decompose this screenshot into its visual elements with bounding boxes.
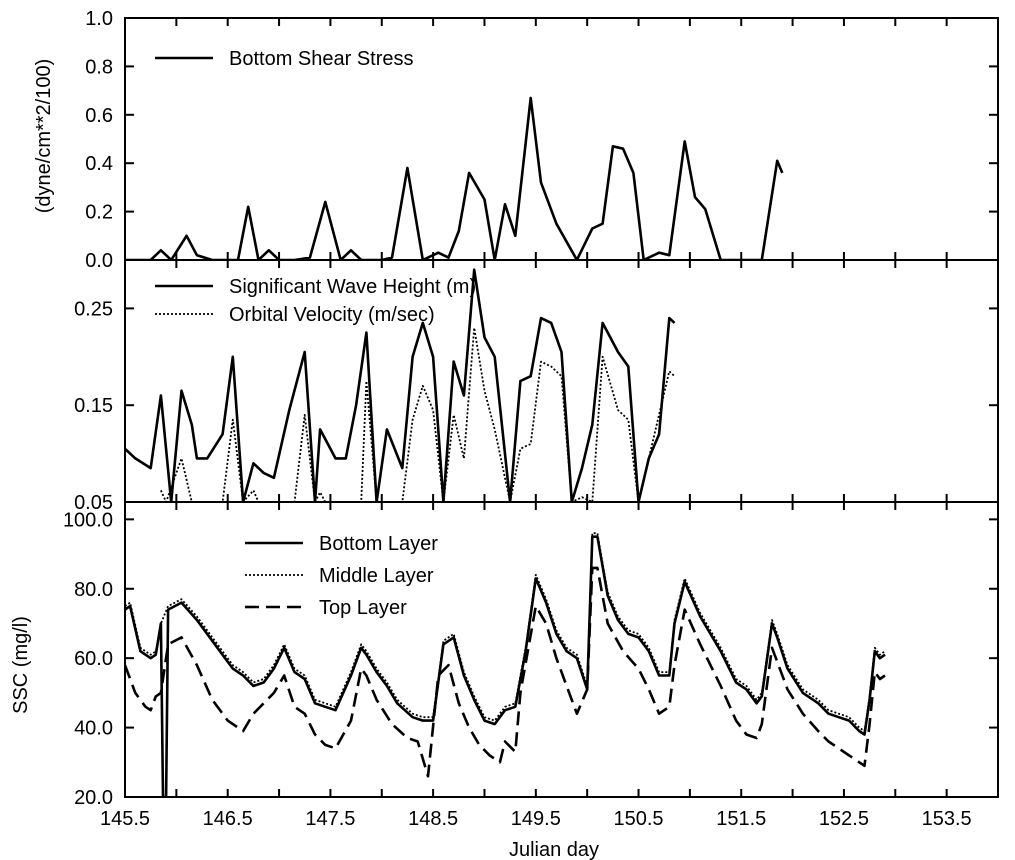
legend-label-bottom-layer: Bottom Layer [319, 533, 438, 555]
series-line-bottom-layer [125, 535, 886, 797]
legend-label-significant-wave-height-m: Significant Wave Height (m) [229, 276, 476, 298]
y-tick-label: 0.6 [85, 105, 113, 127]
y-tick-label: 1.0 [85, 8, 113, 30]
x-tick-label: 147.5 [305, 808, 355, 830]
series-line-orbital-velocity-m-sec [160, 326, 676, 502]
y-tick-label: 0.15 [74, 395, 113, 417]
x-axis-label: Julian day [509, 839, 599, 860]
x-tick-label: 148.5 [408, 808, 458, 830]
y-tick-label: 20.0 [74, 787, 113, 809]
x-tick-label: 151.5 [716, 808, 766, 830]
x-tick-label: 150.5 [613, 808, 663, 830]
y-tick-label: 0.8 [85, 56, 113, 78]
y-tick-label: 0.25 [74, 298, 113, 320]
y-tick-label: 0.2 [85, 202, 113, 224]
panel-bottom-shear-stress: 0.0 0.2 0.4 0.6 0.8 1.0 Bottom Shear Stress [85, 8, 999, 272]
y-tick-label: 40.0 [74, 718, 113, 740]
x-tick-label: 146.5 [203, 808, 253, 830]
panel-ssc: 20.0 40.0 60.0 80.0 100.0 145.5 146.5 147.5 148.… [63, 501, 999, 830]
y-axis-label-top: (dyne/cm**2/100) [33, 59, 55, 214]
series-line-middle-layer [125, 532, 886, 732]
x-tick-label: 145.5 [100, 808, 150, 830]
legend-label-middle-layer: Middle Layer [319, 565, 434, 587]
x-tick-label: 153.5 [922, 808, 972, 830]
legend-label-top-layer: Top Layer [319, 597, 407, 619]
y-tick-label: 80.0 [74, 579, 113, 601]
series-line-bottom-shear-stress [125, 96, 784, 260]
x-tick-label: 152.5 [819, 808, 869, 830]
series-line-significant-wave-height-m [125, 268, 676, 502]
legend-label-orbital-velocity-m-sec: Orbital Velocity (m/sec) [229, 304, 435, 326]
y-tick-label: 0.05 [74, 492, 113, 514]
y-tick-label: 0.0 [85, 250, 113, 272]
y-axis-label-bottom: SSC (mg/l) [10, 616, 32, 714]
y-tick-label: 100.0 [63, 509, 113, 531]
plot-frame [124, 501, 999, 798]
legend-label-bottom-shear-stress: Bottom Shear Stress [229, 48, 414, 70]
y-tick-label: 0.4 [85, 153, 113, 175]
series-line-top-layer [125, 566, 886, 778]
y-tick-label: 60.0 [74, 648, 113, 670]
panel-wave-height: 0.05 0.15 0.25 Significant Wave Height (m) O… [74, 259, 999, 514]
x-tick-label: 149.5 [511, 808, 561, 830]
